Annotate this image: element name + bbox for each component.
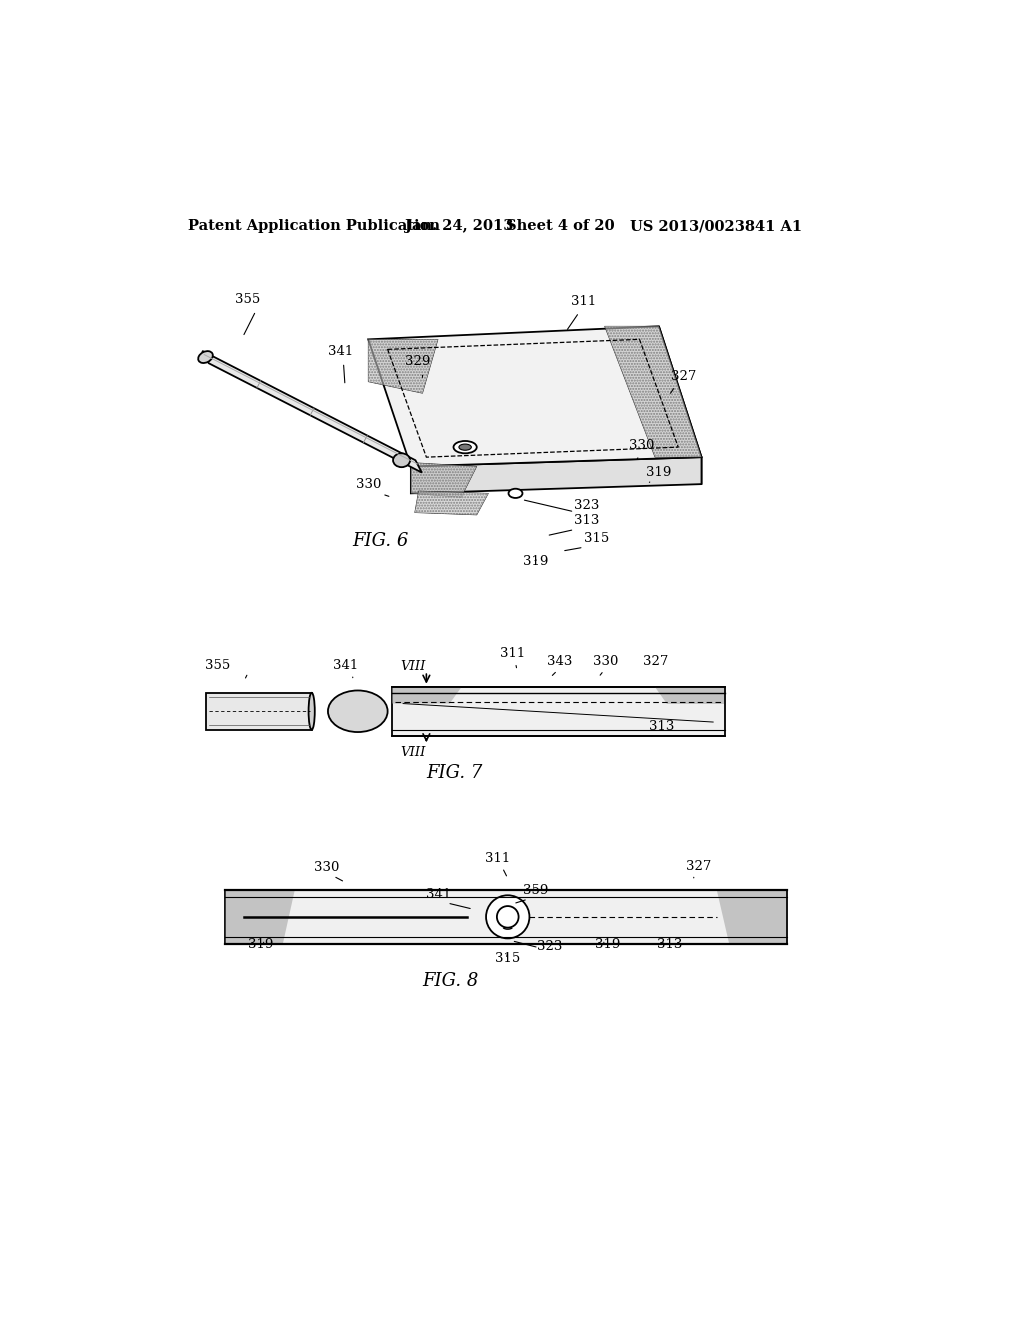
Text: 319: 319 (248, 937, 273, 950)
Polygon shape (655, 688, 724, 704)
Text: 341: 341 (328, 345, 353, 358)
Text: 355: 355 (234, 293, 260, 306)
Polygon shape (203, 351, 422, 473)
Ellipse shape (199, 351, 213, 363)
Text: 311: 311 (484, 853, 510, 865)
Polygon shape (392, 688, 461, 704)
Polygon shape (411, 457, 701, 494)
Polygon shape (604, 326, 701, 457)
Text: 359: 359 (523, 884, 549, 896)
Ellipse shape (308, 693, 314, 730)
Polygon shape (658, 326, 701, 484)
Text: 323: 323 (573, 499, 599, 512)
Polygon shape (369, 326, 701, 466)
Text: 343: 343 (547, 655, 571, 668)
Text: Sheet 4 of 20: Sheet 4 of 20 (506, 219, 614, 234)
Ellipse shape (509, 488, 522, 498)
Ellipse shape (328, 690, 388, 733)
Ellipse shape (454, 441, 477, 453)
Polygon shape (225, 890, 786, 944)
Circle shape (497, 906, 518, 928)
Circle shape (486, 895, 529, 939)
Polygon shape (369, 339, 438, 393)
Text: 313: 313 (573, 515, 599, 527)
Text: VIII: VIII (400, 746, 426, 759)
Text: 323: 323 (538, 940, 562, 953)
Text: 341: 341 (334, 659, 358, 672)
Text: 327: 327 (686, 859, 712, 873)
Text: VIII: VIII (400, 660, 426, 673)
Text: 311: 311 (500, 647, 525, 660)
Text: FIG. 8: FIG. 8 (423, 972, 479, 990)
Text: 329: 329 (406, 355, 431, 368)
Polygon shape (391, 686, 725, 737)
Text: FIG. 7: FIG. 7 (426, 764, 482, 781)
Text: 315: 315 (495, 952, 520, 965)
Text: 327: 327 (643, 655, 668, 668)
Text: 315: 315 (584, 532, 609, 545)
Text: 313: 313 (649, 719, 674, 733)
Ellipse shape (393, 453, 410, 467)
Text: 330: 330 (593, 655, 618, 668)
Text: 319: 319 (595, 937, 620, 950)
Polygon shape (415, 491, 488, 515)
Text: FIG. 6: FIG. 6 (352, 532, 410, 550)
Text: 311: 311 (571, 294, 597, 308)
Polygon shape (411, 462, 477, 498)
Text: 313: 313 (656, 937, 682, 950)
Text: 355: 355 (206, 659, 230, 672)
Text: Jan. 24, 2013: Jan. 24, 2013 (406, 219, 514, 234)
Text: 330: 330 (630, 440, 654, 453)
Text: 319: 319 (523, 554, 549, 568)
Text: Patent Application Publication: Patent Application Publication (188, 219, 440, 234)
Polygon shape (225, 891, 295, 942)
Text: 330: 330 (356, 478, 381, 491)
Ellipse shape (459, 444, 471, 450)
Text: US 2013/0023841 A1: US 2013/0023841 A1 (630, 219, 803, 234)
Text: 341: 341 (426, 887, 452, 900)
Polygon shape (206, 693, 311, 730)
Text: 330: 330 (314, 861, 339, 874)
Text: 319: 319 (646, 466, 671, 479)
Polygon shape (717, 891, 786, 942)
Text: 327: 327 (671, 370, 696, 383)
